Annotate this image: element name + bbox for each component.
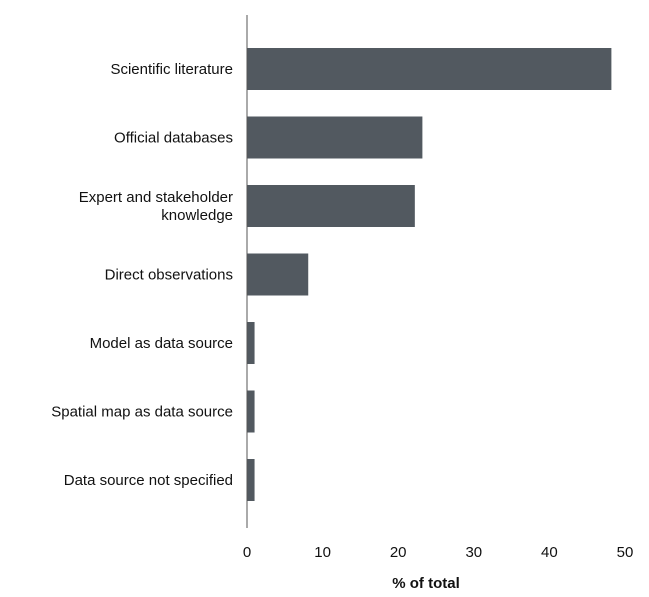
bar-1 [247,116,423,159]
x-axis-title: % of total [392,575,460,592]
category-labels: Scientific literature Official databases E… [51,61,233,489]
category-label-5: Spatial map as data source [51,404,233,421]
bar-6 [247,459,255,501]
bar-5 [247,390,255,433]
x-tick-labels: 0 10 20 30 40 50 [243,544,634,561]
x-tick-label-1: 10 [314,544,331,561]
x-tick-label-5: 50 [617,544,634,561]
x-tick-label-4: 40 [541,544,558,561]
category-label-4: Model as data source [90,335,233,352]
category-label-2: Expert and stakeholder knowledge [79,189,233,224]
x-tick-label-2: 20 [390,544,407,561]
x-tick-label-3: 30 [465,544,482,561]
bars-group [247,48,612,501]
category-label-0: Scientific literature [110,61,233,78]
bar-0 [247,48,612,90]
category-label-6: Data source not specified [64,472,233,489]
bar-4 [247,322,255,364]
category-label-1: Official databases [114,130,233,147]
bar-2 [247,185,415,227]
bar-3 [247,253,309,296]
category-label-3: Direct observations [105,267,233,284]
x-tick-label-0: 0 [243,544,251,561]
